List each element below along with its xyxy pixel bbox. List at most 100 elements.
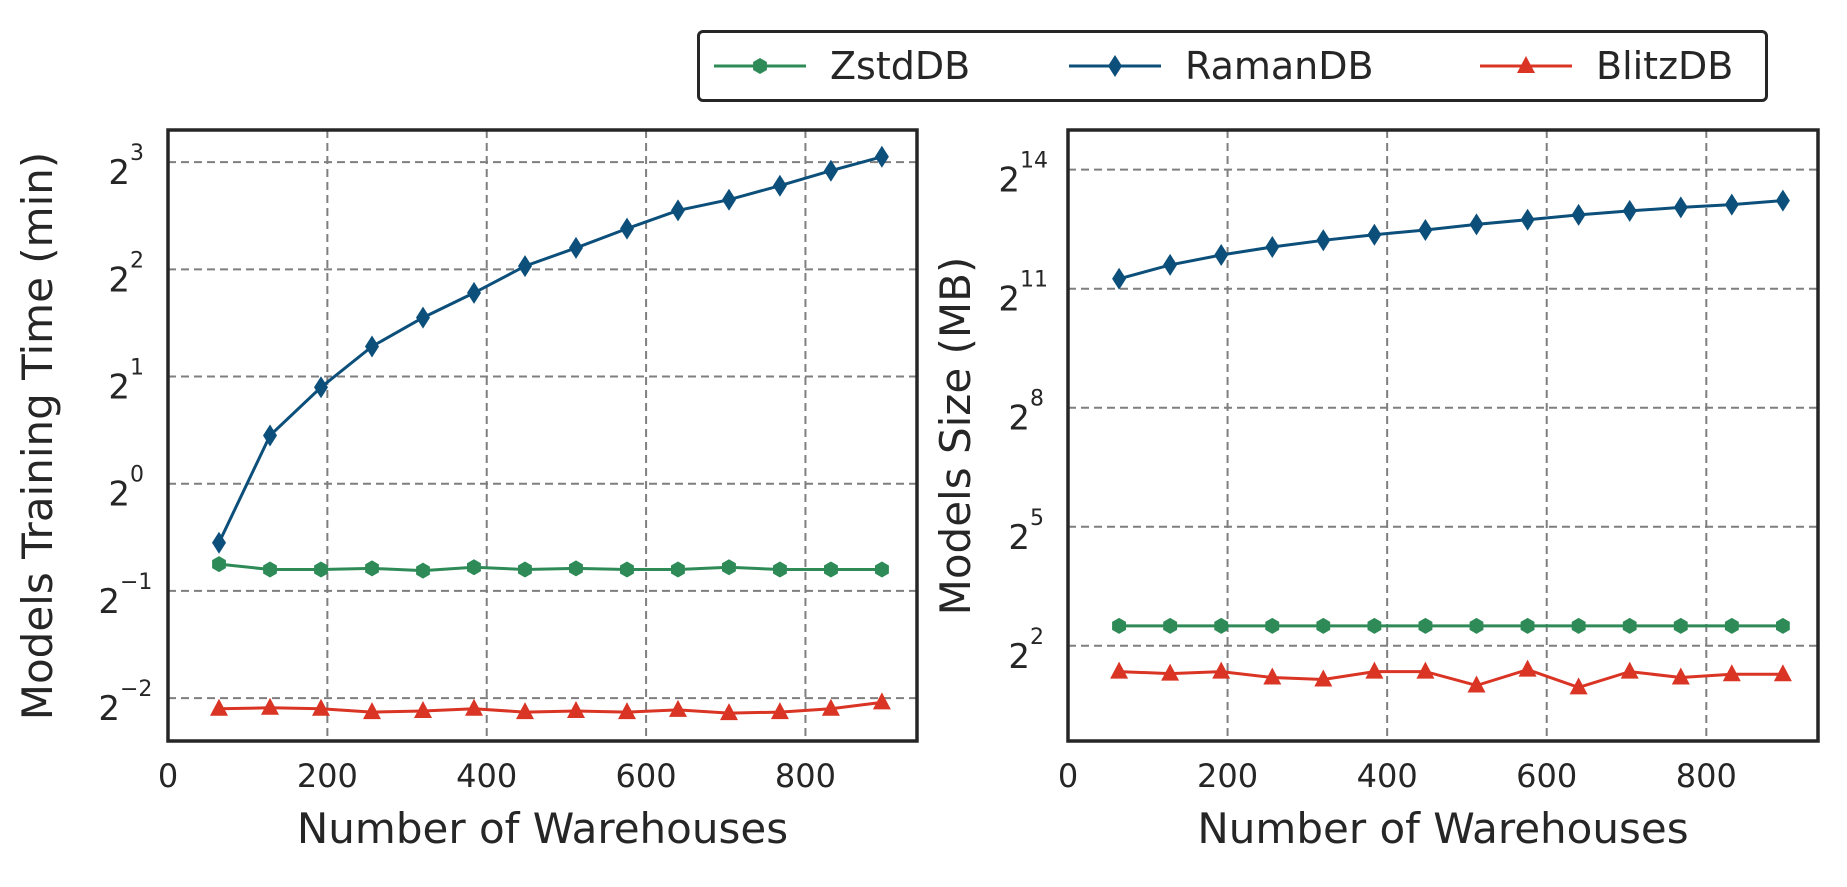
series-blitzdb — [210, 692, 891, 721]
data-point-zstddb — [773, 561, 787, 578]
data-point-blitzdb — [414, 701, 432, 718]
data-point-zstddb — [365, 560, 379, 577]
data-point-zstddb — [824, 561, 838, 578]
data-point-blitzdb — [770, 702, 789, 720]
legend-label-zstddb: ZstdDB — [830, 44, 971, 88]
data-point-zstddb — [212, 556, 226, 573]
data-point-blitzdb — [1161, 663, 1180, 681]
series-blitzdb — [1110, 659, 1792, 695]
data-point-blitzdb — [669, 699, 687, 717]
data-point-ramandb — [1112, 267, 1127, 290]
data-point-zstddb — [1418, 617, 1433, 634]
data-point-blitzdb — [312, 698, 330, 716]
data-point-zstddb — [1316, 617, 1331, 634]
y-tick-label: 2 — [998, 280, 1020, 320]
data-point-blitzdb — [1467, 675, 1486, 693]
y-tick-label: 2 — [1008, 399, 1030, 439]
series-line-blitzdb — [218, 700, 883, 715]
data-point-zstddb — [620, 561, 634, 578]
data-point-ramandb — [823, 159, 838, 182]
x-axis-label: Number of Warehouses — [1197, 804, 1688, 853]
y-tick-label: 2 — [98, 689, 120, 729]
data-point-zstddb — [1776, 617, 1790, 634]
y-tick-exponent: 2 — [1030, 625, 1044, 650]
data-point-ramandb — [671, 199, 685, 222]
data-point-blitzdb — [1314, 669, 1333, 687]
data-point-ramandb — [314, 376, 328, 399]
legend: ZstdDB RamanDB BlitzDB — [697, 30, 1768, 102]
y-tick-label: 2 — [998, 161, 1020, 201]
x-tick-label: 800 — [775, 757, 836, 795]
data-point-ramandb — [1724, 193, 1739, 216]
data-point-blitzdb — [465, 698, 483, 716]
x-tick-label: 600 — [616, 757, 677, 795]
y-tick-label: 2 — [1008, 637, 1030, 677]
x-tick-label: 800 — [1676, 757, 1737, 795]
data-point-zstddb — [314, 561, 328, 578]
data-point-blitzdb — [516, 702, 534, 720]
data-point-blitzdb — [1722, 664, 1741, 682]
plot-frame — [1066, 128, 1820, 743]
data-point-zstddb — [416, 562, 430, 579]
data-point-ramandb — [467, 281, 481, 304]
data-point-zstddb — [1571, 617, 1586, 634]
data-point-zstddb — [722, 559, 736, 576]
y-tick-label: 2 — [108, 153, 130, 193]
series-line-blitzdb — [1119, 668, 1783, 689]
y-tick-label: 2 — [108, 368, 130, 408]
data-point-zstddb — [671, 561, 685, 578]
data-point-ramandb — [772, 174, 787, 197]
y-tick-exponent: 8 — [1030, 387, 1044, 412]
data-point-blitzdb — [261, 697, 279, 715]
y-tick-label: 2 — [108, 475, 130, 515]
data-point-blitzdb — [1773, 664, 1792, 682]
x-tick-label: 0 — [1058, 757, 1078, 795]
data-point-blitzdb — [1263, 667, 1282, 685]
y-axis-label: Models Size (MB) — [931, 257, 980, 616]
series-line-ramandb — [1118, 199, 1784, 281]
data-point-blitzdb — [872, 692, 891, 710]
data-point-ramandb — [1622, 199, 1637, 222]
legend-item-ramandb: RamanDB — [1067, 33, 1374, 99]
data-point-ramandb — [620, 217, 634, 240]
y-tick-exponent: 3 — [130, 141, 144, 166]
y-tick-exponent: 0 — [130, 463, 144, 488]
data-point-zstddb — [1520, 617, 1535, 634]
data-point-ramandb — [722, 188, 736, 211]
y-tick-exponent: 2 — [130, 248, 144, 273]
legend-label-blitzdb: BlitzDB — [1596, 44, 1734, 88]
data-point-ramandb — [1367, 223, 1382, 246]
data-point-zstddb — [518, 561, 532, 578]
plot-frame — [166, 128, 919, 743]
legend-label-ramandb: RamanDB — [1185, 44, 1374, 88]
series-zstddb — [212, 556, 889, 579]
data-point-ramandb — [1469, 213, 1484, 236]
data-point-zstddb — [569, 560, 583, 577]
data-point-ramandb — [1214, 244, 1229, 266]
data-point-zstddb — [875, 561, 889, 578]
data-point-zstddb — [1214, 617, 1229, 634]
data-point-blitzdb — [1620, 661, 1639, 679]
data-point-ramandb — [212, 531, 226, 554]
y-tick-label: 2 — [1008, 518, 1030, 558]
data-point-blitzdb — [821, 698, 840, 716]
y-tick-exponent: −2 — [120, 677, 152, 702]
x-tick-label: 200 — [297, 757, 358, 795]
data-point-blitzdb — [1671, 667, 1690, 685]
data-point-blitzdb — [567, 701, 585, 718]
data-point-zstddb — [1112, 617, 1126, 634]
data-point-ramandb — [518, 255, 532, 278]
y-tick-label: 2 — [108, 260, 130, 300]
data-point-ramandb — [1316, 229, 1331, 252]
data-point-blitzdb — [1365, 661, 1384, 679]
series-zstddb — [1112, 617, 1790, 634]
series-line-zstddb — [218, 562, 882, 573]
data-point-blitzdb — [618, 702, 636, 720]
y-tick-label: 2 — [98, 582, 120, 622]
legend-marker-ramandb — [1069, 55, 1161, 77]
data-point-zstddb — [1163, 617, 1178, 634]
data-point-zstddb — [1265, 617, 1280, 634]
legend-item-zstddb: ZstdDB — [712, 33, 970, 99]
